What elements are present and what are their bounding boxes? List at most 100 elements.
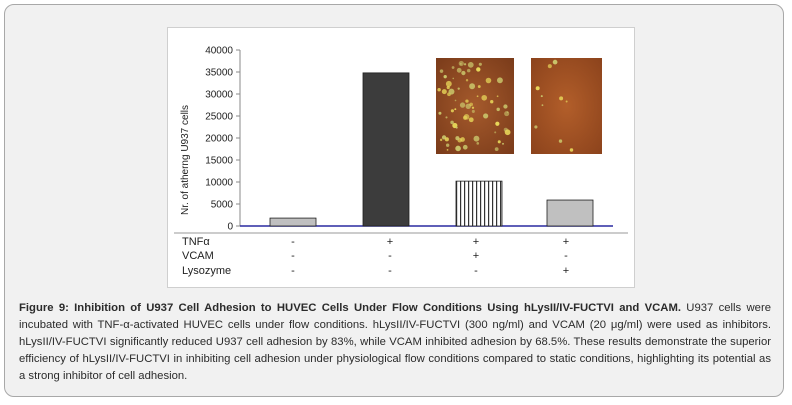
cell-dot: [534, 125, 538, 129]
cell-dot: [459, 62, 462, 65]
cell-dot: [552, 59, 558, 65]
cell-dot: [476, 95, 479, 98]
cell-dot: [477, 85, 481, 88]
cell-dot: [437, 87, 441, 92]
cell-dot: [481, 94, 488, 101]
conditions-table: TNFα - + + + VCAM - - + - Lysozyme - - - +: [182, 236, 569, 277]
y-tick-label: 25000: [205, 112, 233, 123]
y-tick-label: 35000: [205, 68, 233, 79]
cell-dot: [494, 131, 497, 134]
cell-dot: [471, 109, 475, 113]
cell-dot: [496, 107, 500, 112]
cell-dot: [471, 106, 475, 109]
cell-dot: [503, 104, 508, 109]
cell-dot: [494, 147, 499, 151]
cell-dot: [446, 148, 449, 151]
cell-dot: [465, 79, 469, 82]
cell-dot: [502, 142, 504, 145]
fluorescence-micrograph-lysozyme: [531, 58, 602, 154]
figure-panel: Nr. of atherng U937 cells 0 5000 10000 1500…: [167, 27, 635, 288]
caption-label: Figure 9: Inhibition of U937 Cell Adhesi…: [19, 302, 681, 314]
cell-dot: [496, 77, 503, 84]
cell-dot: [473, 135, 480, 142]
cell-dot: [540, 95, 543, 98]
cell-dot: [450, 109, 454, 113]
cell-dot: [541, 104, 544, 107]
condition-sign: +: [387, 236, 393, 248]
condition-sign: -: [388, 265, 392, 277]
cell-dot: [452, 77, 455, 80]
cell-dot: [559, 96, 564, 101]
fluorescence-micrograph-vcam: [436, 58, 514, 154]
cell-dot: [468, 117, 474, 123]
cell-dot: [445, 143, 450, 147]
y-tick-label: 5000: [211, 200, 234, 211]
condition-label: VCAM: [182, 250, 214, 262]
cell-dot: [465, 99, 469, 103]
cell-dots: [534, 59, 574, 152]
y-tick-label: 20000: [205, 134, 233, 145]
cell-dot: [441, 89, 447, 95]
cell-dot: [466, 68, 471, 73]
y-tick-label: 30000: [205, 90, 233, 101]
bars: [269, 72, 594, 227]
cell-dot: [460, 137, 465, 142]
cell-dot: [547, 64, 552, 69]
y-tick-label: 10000: [205, 178, 233, 189]
cell-dot: [485, 77, 492, 84]
caption-text: U937 cells were incubated with TNF-α-act…: [19, 302, 771, 382]
cell-dot: [462, 144, 468, 150]
bar-1: [269, 217, 317, 227]
condition-sign: -: [291, 250, 295, 262]
cell-dot: [439, 138, 443, 142]
cell-dot: [451, 66, 455, 69]
bar-3: [455, 180, 503, 227]
cell-dot: [504, 129, 511, 136]
cell-dot: [478, 62, 482, 66]
cell-dot: [455, 126, 458, 129]
cell-dot: [452, 122, 458, 129]
cell-dot: [463, 114, 470, 120]
cell-dot: [455, 136, 460, 141]
condition-sign: +: [563, 265, 569, 277]
cell-dot: [467, 61, 474, 68]
cell-dot: [456, 67, 462, 73]
cell-dot: [454, 99, 457, 102]
y-tick-label: 15000: [205, 156, 233, 167]
bar-chart: Nr. of atherng U937 cells 0 5000 10000 1500…: [174, 46, 628, 277]
cell-dot: [445, 116, 448, 119]
cell-dot: [446, 85, 450, 90]
condition-sign: -: [564, 250, 568, 262]
cell-dot: [506, 111, 509, 114]
condition-sign: -: [388, 250, 392, 262]
cell-dot: [450, 120, 454, 125]
cell-dot: [443, 74, 447, 79]
cell-dot: [455, 145, 461, 152]
cell-dot: [461, 70, 466, 76]
bar-4: [546, 199, 594, 227]
y-ticks: 0 5000 10000 15000 20000 25000 30000 35000 40000: [205, 46, 240, 233]
figure-card: Nr. of atherng U937 cells 0 5000 10000 1500…: [4, 4, 784, 397]
y-axis-label: Nr. of atherng U937 cells: [180, 105, 191, 215]
cell-dots: [437, 60, 511, 152]
cell-dot: [469, 102, 474, 107]
y-tick-label: 40000: [205, 46, 233, 57]
condition-label: Lysozyme: [182, 265, 231, 277]
bar-2: [362, 72, 410, 227]
cell-dot: [438, 111, 442, 115]
condition-sign: +: [563, 236, 569, 248]
cell-dot: [483, 113, 489, 119]
cell-dot: [490, 100, 494, 104]
condition-sign: -: [291, 236, 295, 248]
cell-dot: [558, 139, 563, 143]
cell-dot: [497, 140, 501, 144]
cell-dot: [535, 86, 540, 91]
cell-dot: [445, 80, 452, 87]
cell-dot: [495, 121, 500, 126]
cell-dot: [565, 100, 568, 103]
cell-dot: [457, 87, 460, 90]
cell-dot: [476, 67, 481, 72]
cell-dot: [454, 108, 457, 111]
cell-dot: [444, 137, 449, 142]
cell-dot: [496, 95, 499, 98]
